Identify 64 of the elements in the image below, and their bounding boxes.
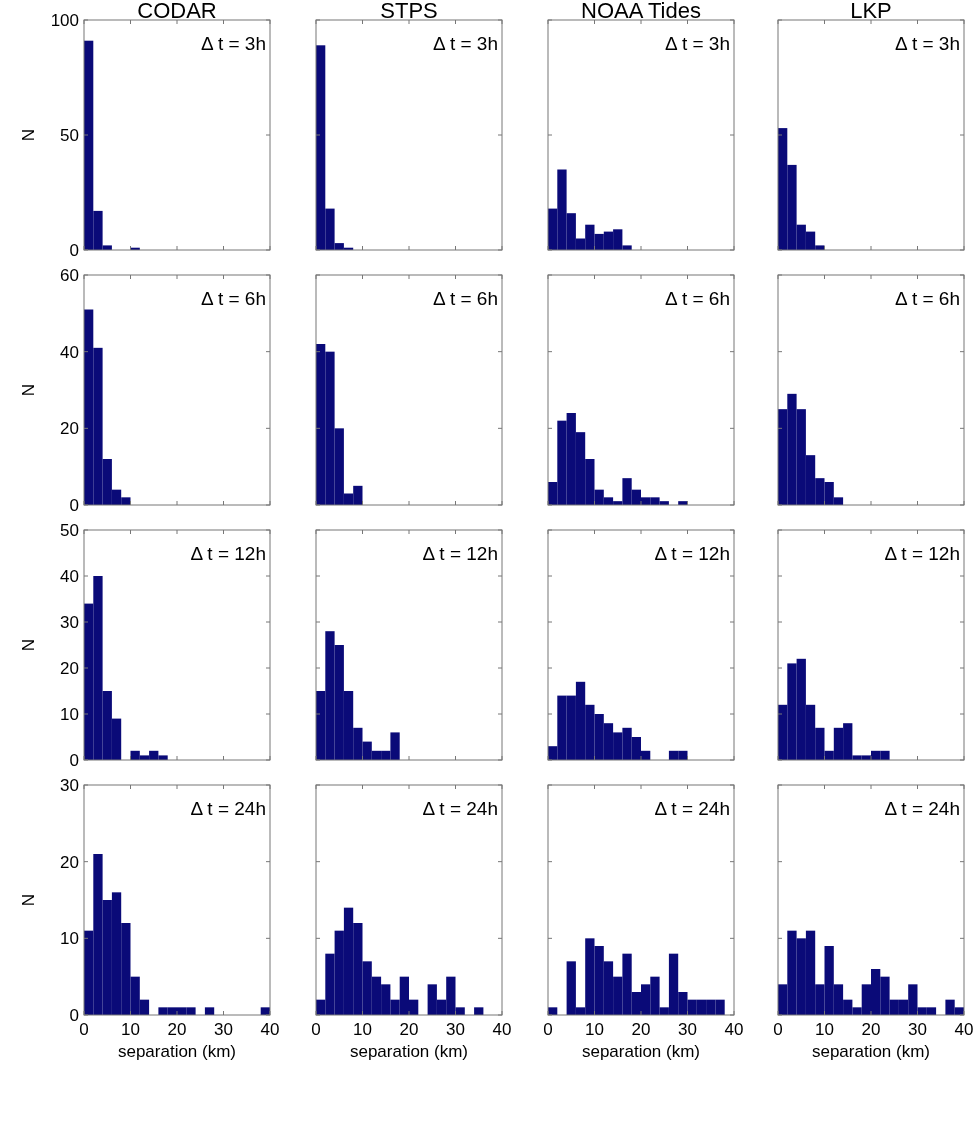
annotation: Δ t = 3h — [201, 33, 266, 54]
x-tick-label: 40 — [954, 1020, 974, 1039]
x-tick-label: 30 — [908, 1020, 927, 1039]
annotation: Δ t = 12h — [884, 543, 960, 564]
x-tick-label: 40 — [724, 1020, 744, 1039]
annotation: Δ t = 24h — [884, 798, 960, 819]
annotation: Δ t = 12h — [422, 543, 498, 564]
x-tick-label: 30 — [678, 1020, 697, 1039]
y-axis-title: N — [19, 128, 38, 142]
annotation: Δ t = 24h — [422, 798, 498, 819]
x-tick-label: 10 — [585, 1020, 604, 1039]
y-tick-label: 0 — [69, 496, 79, 515]
x-tick-label: 0 — [773, 1020, 783, 1039]
y-tick-label: 0 — [69, 1006, 79, 1025]
annotation: Δ t = 6h — [665, 288, 730, 309]
x-axis-title: separation (km) — [581, 1042, 701, 1061]
x-tick-label: 30 — [446, 1020, 465, 1039]
y-tick-label: 0 — [69, 751, 79, 770]
y-tick-label: 30 — [60, 613, 79, 632]
x-axis-title: separation (km) — [349, 1042, 469, 1061]
y-tick-label: 20 — [60, 659, 79, 678]
chart-title: LKP — [850, 0, 892, 23]
annotation: Δ t = 6h — [895, 288, 960, 309]
y-tick-label: 40 — [60, 567, 79, 586]
y-tick-label: 40 — [60, 342, 79, 362]
x-tick-label: 10 — [353, 1020, 372, 1039]
y-tick-label: 30 — [60, 776, 79, 795]
x-tick-label: 20 — [861, 1020, 881, 1039]
x-axis-title: separation (km) — [117, 1042, 237, 1061]
x-tick-label: 10 — [815, 1020, 834, 1039]
x-tick-label: 20 — [631, 1020, 651, 1039]
y-tick-label: 10 — [60, 929, 79, 949]
annotation: Δ t = 6h — [433, 288, 498, 309]
y-tick-label: 0 — [69, 241, 79, 260]
y-axis-title: N — [19, 893, 38, 907]
annotation: Δ t = 12h — [654, 543, 730, 564]
chart-title: NOAA Tides — [581, 0, 701, 23]
y-tick-label: 20 — [60, 852, 79, 872]
x-tick-label: 0 — [543, 1020, 553, 1039]
x-axis-title: separation (km) — [811, 1042, 931, 1061]
y-axis-title: N — [19, 638, 38, 652]
annotation: Δ t = 3h — [433, 33, 498, 54]
x-tick-label: 20 — [399, 1020, 419, 1039]
x-tick-label: 40 — [492, 1020, 512, 1039]
annotation: Δ t = 12h — [190, 543, 266, 564]
y-tick-label: 50 — [60, 126, 79, 145]
x-tick-label: 10 — [121, 1020, 140, 1039]
chart-title: STPS — [380, 0, 438, 23]
y-tick-label: 100 — [50, 11, 79, 30]
y-tick-label: 10 — [60, 705, 79, 724]
chart-title: CODAR — [137, 0, 217, 23]
annotation: Δ t = 24h — [190, 798, 266, 819]
annotation: Δ t = 3h — [665, 33, 730, 54]
x-tick-label: 40 — [260, 1020, 280, 1039]
x-tick-label: 0 — [311, 1020, 321, 1039]
y-axis-title: N — [19, 383, 38, 397]
y-tick-label: 60 — [60, 266, 79, 285]
y-tick-label: 50 — [60, 521, 79, 540]
x-tick-label: 20 — [167, 1020, 187, 1039]
x-tick-label: 30 — [214, 1020, 233, 1039]
annotation: Δ t = 24h — [654, 798, 730, 819]
annotation: Δ t = 6h — [201, 288, 266, 309]
annotation: Δ t = 3h — [895, 33, 960, 54]
y-tick-label: 20 — [60, 419, 79, 439]
